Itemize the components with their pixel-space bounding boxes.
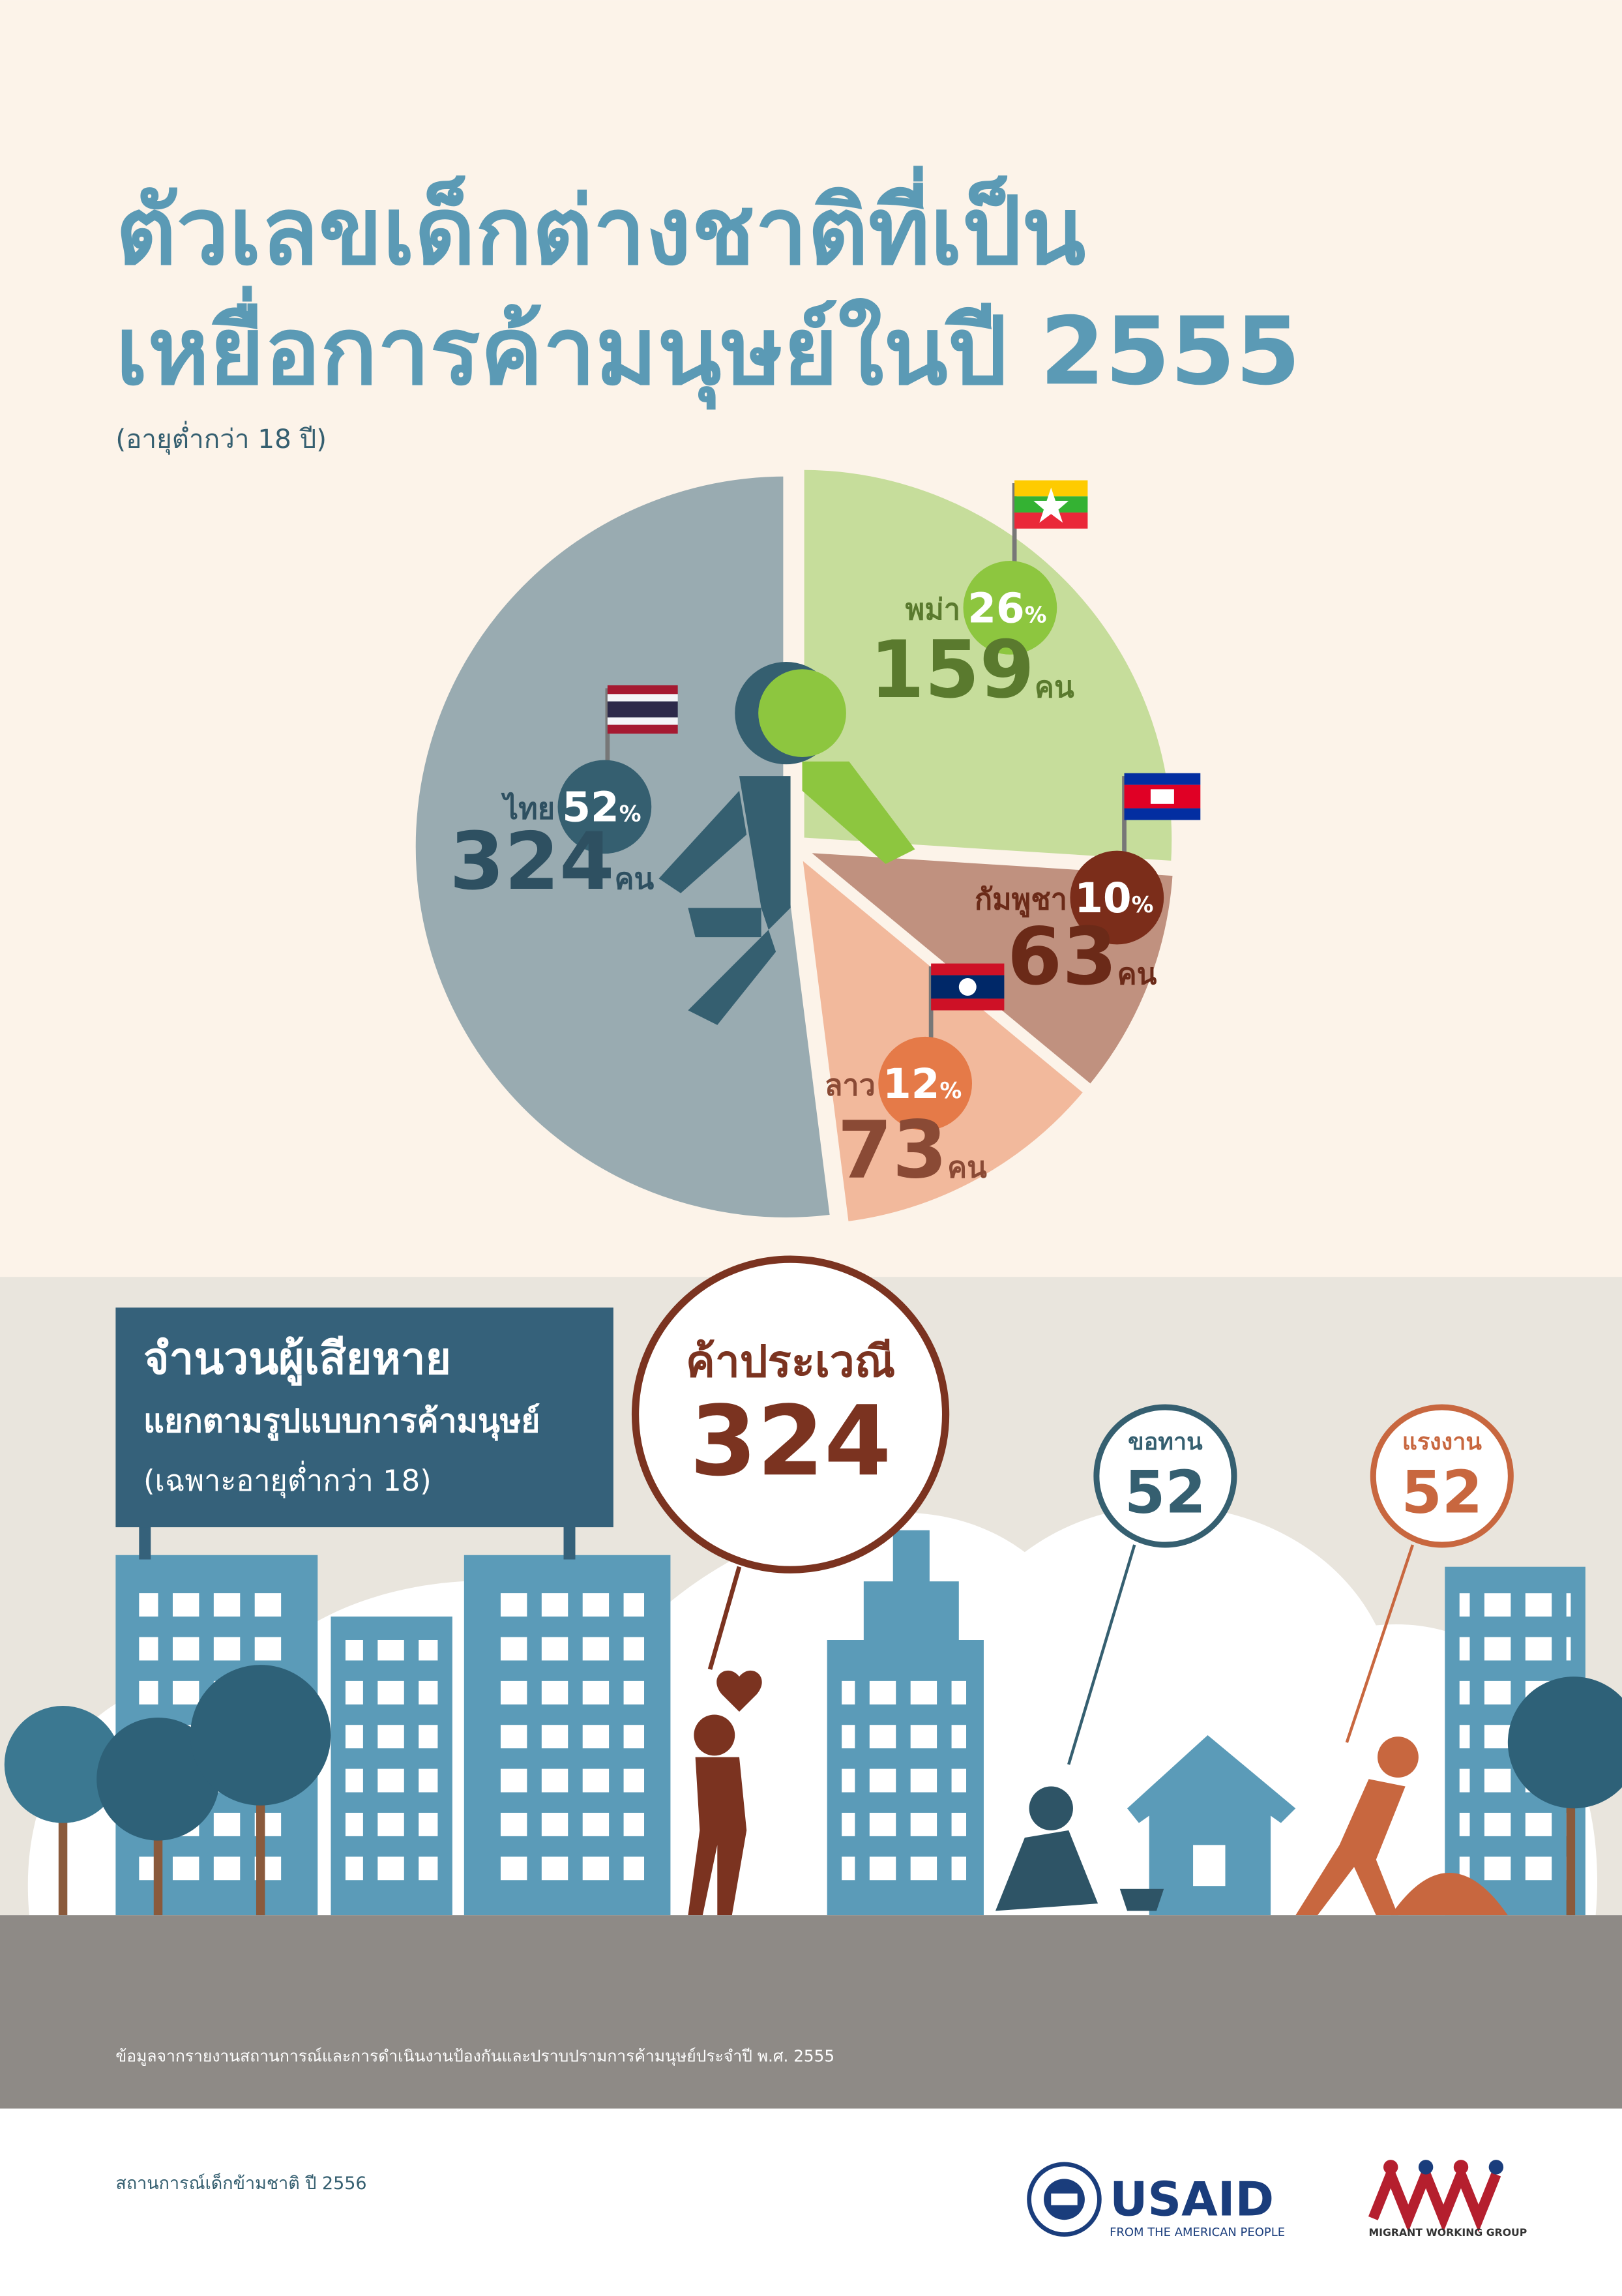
callout-pointer: [1345, 1544, 1415, 1743]
title-line1: ตัวเลขเด็กต่างชาติที่เป็น: [115, 166, 1085, 286]
type-label: ค้าประเวณี: [686, 1335, 895, 1387]
percent-value: 10: [1074, 874, 1131, 922]
count-unit: คน: [614, 861, 654, 896]
type-label: แรงงาน: [1402, 1429, 1482, 1455]
percent-label: 52%: [562, 784, 641, 831]
type-count: 52: [1125, 1459, 1206, 1527]
percent-badge: [963, 561, 1057, 655]
flag-laos: [928, 963, 1005, 1052]
victims-sign: [115, 1307, 613, 1560]
percent-badge: [1070, 850, 1164, 945]
flag-cambodia: [1122, 773, 1201, 864]
mwg-name: MIGRANT WORKING GROUP: [1369, 2226, 1527, 2239]
footer-background: [0, 2108, 1622, 2296]
callout-circle: [1370, 1404, 1514, 1548]
pie-slice: [795, 847, 1091, 1228]
percent-label: 10%: [1074, 874, 1153, 922]
series-title: สถานการณ์เด็กข้ามชาติ ปี 2556: [115, 2172, 366, 2194]
count-unit: คน: [1117, 957, 1157, 991]
trees: [4, 1665, 1622, 1916]
count-value: 159: [870, 623, 1035, 716]
subtitle: (อายุต่ำกว่า 18 ปี): [115, 421, 327, 455]
child-icon-part: [758, 669, 915, 864]
type-count: 52: [1401, 1459, 1482, 1527]
callout-circle: [631, 1255, 950, 1573]
category-label: กัมพูชา: [975, 882, 1067, 917]
ground: [0, 1915, 1622, 2109]
count-value: 63: [1007, 910, 1117, 1003]
percent-unit: %: [1025, 602, 1047, 627]
type-count: 324: [690, 1384, 891, 1497]
callout-pointer: [707, 1566, 742, 1670]
count-unit: คน: [1035, 670, 1074, 704]
usaid-tagline: FROM THE AMERICAN PEOPLE: [1110, 2226, 1285, 2239]
flag-myanmar: [1012, 480, 1088, 574]
victims-title: จำนวนผู้เสียหาย: [143, 1332, 451, 1386]
count-label: 324คน: [449, 815, 654, 908]
percent-badge: [557, 760, 652, 854]
count-value: 324: [449, 815, 614, 908]
count-label: 63คน: [1007, 910, 1157, 1003]
percent-label: 12%: [883, 1060, 962, 1108]
buildings: [115, 1530, 1585, 1916]
callout-circle: [1093, 1404, 1237, 1548]
percent-unit: %: [619, 801, 641, 827]
title-line2: เหยื่อการค้ามนุษย์ในปี 2555: [115, 286, 1301, 410]
flag-thailand: [605, 685, 678, 773]
victims-note: (เฉพาะอายุต่ำกว่า 18): [143, 1460, 432, 1498]
category-label: พม่า: [906, 592, 960, 627]
usaid-logo: USAID: [1110, 2171, 1274, 2226]
category-label: ไทย: [501, 791, 555, 826]
type-label: ขอทาน: [1128, 1429, 1203, 1455]
percent-value: 52: [562, 784, 619, 831]
category-label: ลาว: [825, 1068, 876, 1103]
percent-value: 26: [967, 584, 1024, 632]
count-unit: คน: [947, 1150, 987, 1184]
victims-subtitle: แยกตามรูปแบบการค้ามนุษย์: [143, 1402, 540, 1441]
pie-labels: 26%พม่า159คน10%กัมพูชา63คน12%ลาว73คน52%ไ…: [449, 561, 1164, 1196]
count-value: 73: [837, 1103, 947, 1196]
mwg-logo: [1368, 2160, 1504, 2233]
percent-unit: %: [940, 1078, 962, 1103]
source-note: ข้อมูลจากรายงานสถานการณ์และการดำเนินงานป…: [115, 2047, 834, 2066]
count-label: 159คน: [870, 623, 1074, 716]
percent-value: 12: [883, 1060, 939, 1108]
usaid-seal: [1027, 2162, 1102, 2237]
people: [688, 1670, 1508, 1916]
percent-badge: [878, 1036, 973, 1131]
callout-pointer: [1067, 1544, 1136, 1765]
count-label: 73คน: [837, 1103, 987, 1196]
percent-label: 26%: [967, 584, 1046, 632]
percent-unit: %: [1132, 892, 1154, 917]
